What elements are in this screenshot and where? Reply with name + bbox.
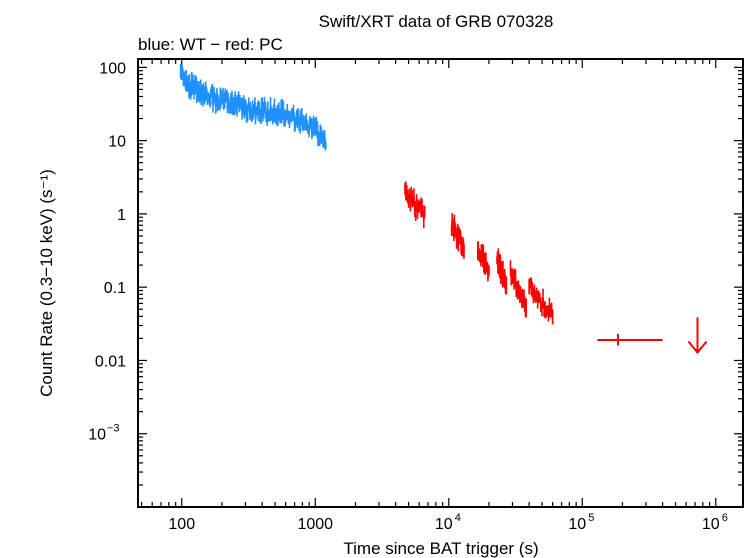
x-tick-label: 10: [702, 516, 720, 533]
chart-title: Swift/XRT data of GRB 070328: [319, 12, 554, 31]
x-tick-exponent: 6: [722, 512, 728, 524]
segment-line: [496, 255, 507, 287]
y-tick-label: 10: [88, 427, 106, 444]
series-line: [179, 70, 327, 146]
upper-limit-arrow: [687, 317, 708, 355]
y-tick-label: 1: [117, 207, 126, 224]
segment-line: [450, 219, 465, 252]
y-tick-label: 100: [99, 60, 126, 77]
x-tick-label: 10: [568, 516, 586, 533]
data-marks: [179, 63, 708, 355]
plot-frame: [137, 58, 744, 508]
y-tick-label: 0.01: [95, 353, 126, 370]
chart-subtitle: blue: WT − red: PC: [138, 35, 283, 54]
y-tick-label: 0.1: [104, 280, 126, 297]
x-tick-exponent: 4: [455, 512, 461, 524]
x-tick-label: 1000: [297, 516, 333, 533]
y-tick-exponent: −3: [107, 423, 120, 435]
x-tick-label: 100: [168, 516, 195, 533]
series-wt: [179, 63, 327, 151]
upper-limit-head: [687, 340, 708, 355]
y-axis-label: Count Rate (0.3−10 keV) (s⁻¹): [37, 169, 56, 397]
x-tick-label: 10: [435, 516, 453, 533]
x-axis-label: Time since BAT trigger (s): [343, 539, 538, 558]
segment-line: [404, 188, 426, 221]
segment-line: [509, 268, 527, 309]
segment-line: [477, 247, 490, 275]
series-pc: [404, 181, 708, 355]
segment-line: [528, 280, 554, 317]
x-tick-exponent: 5: [588, 512, 594, 524]
y-tick-label: 10: [108, 134, 126, 151]
